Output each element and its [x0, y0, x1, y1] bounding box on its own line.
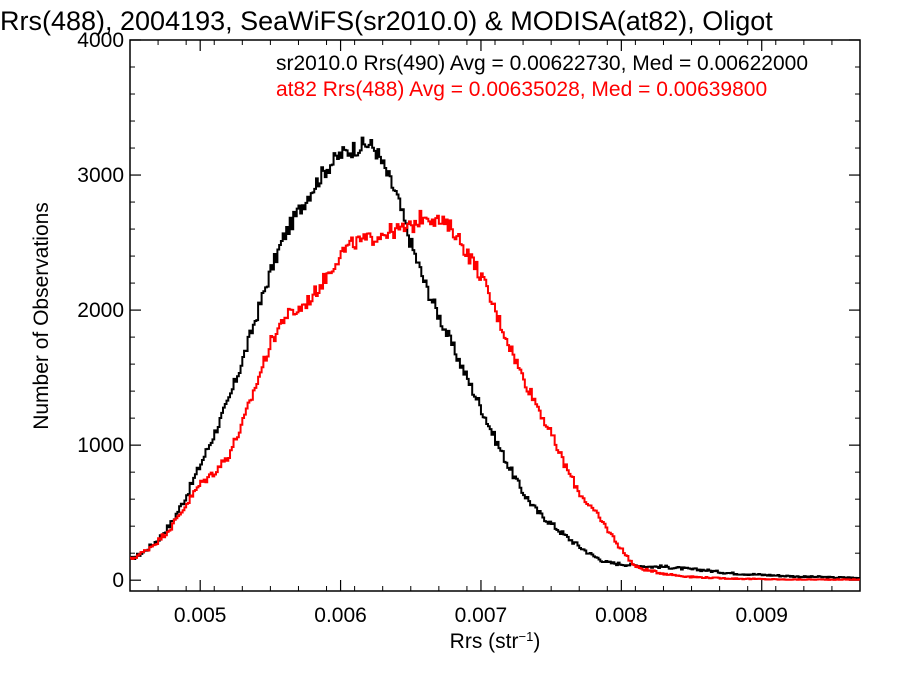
axis-ticks [129, 39, 861, 591]
x-tick-label: 0.007 [455, 604, 508, 627]
x-tick-label: 0.006 [314, 604, 367, 627]
y-tick-labels: 0 1000 2000 3000 4000 [77, 29, 124, 592]
y-tick-label: 3000 [77, 164, 124, 187]
x-axis-label: Rrs (str−1) [450, 629, 541, 654]
series-line-1 [130, 209, 860, 581]
plot-frame [129, 39, 861, 592]
x-tick-label: 0.009 [735, 604, 788, 627]
annotation-1: at82 Rrs(488) Avg = 0.00635028, Med = 0.… [276, 78, 767, 101]
y-axis-label: Number of Observations [30, 202, 53, 430]
chart-title: Rrs(488), 2004193, SeaWiFS(sr2010.0) & M… [0, 6, 773, 36]
y-tick-label: 2000 [77, 299, 124, 322]
x-axis-label-sup: −1 [519, 629, 534, 644]
x-axis-label-main: Rrs (str [450, 630, 519, 653]
series-line-0 [130, 136, 860, 580]
x-axis-label-close: ) [533, 630, 540, 653]
x-tick-label: 0.008 [595, 604, 648, 627]
y-tick-label: 1000 [77, 434, 124, 457]
x-tick-label: 0.005 [174, 604, 227, 627]
series-group [130, 136, 860, 581]
y-tick-label: 0 [112, 569, 124, 592]
annotation-0: sr2010.0 Rrs(490) Avg = 0.00622730, Med … [276, 52, 808, 75]
annotations: sr2010.0 Rrs(490) Avg = 0.00622730, Med … [276, 52, 808, 101]
y-tick-label: 4000 [77, 29, 124, 52]
x-tick-labels: 0.005 0.006 0.007 0.008 0.009 [174, 604, 788, 627]
